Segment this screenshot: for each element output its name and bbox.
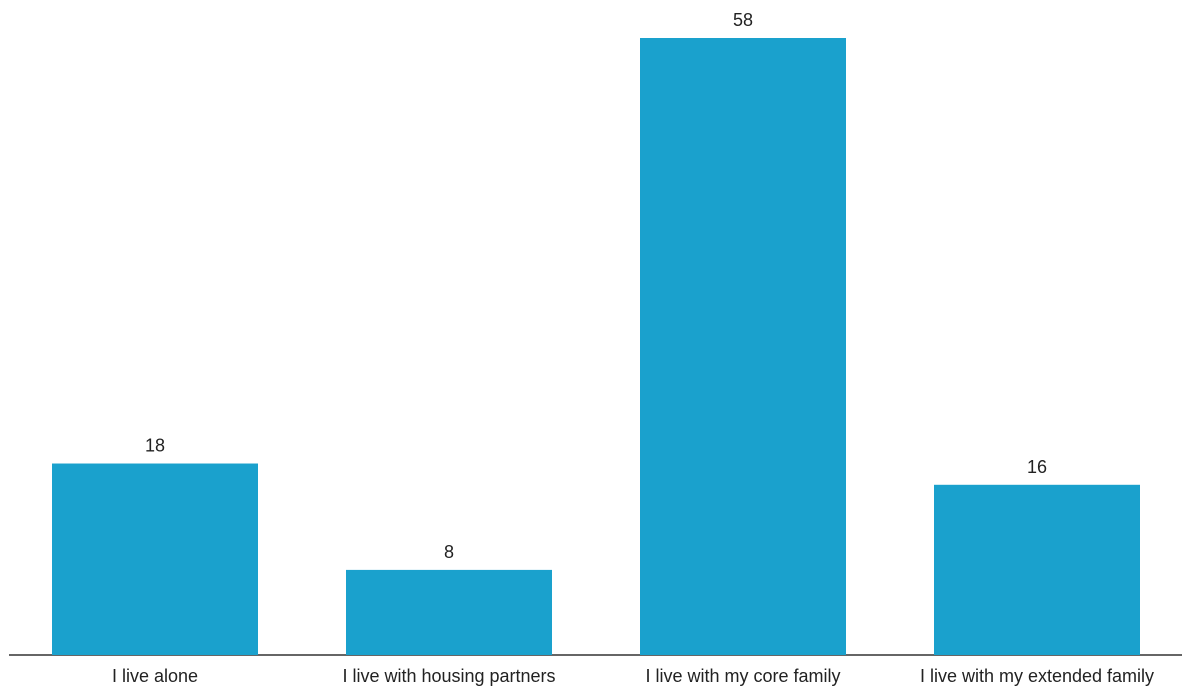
category-label-2: I live with my core family (645, 666, 840, 686)
bar-1 (346, 569, 552, 655)
category-label-1: I live with housing partners (342, 666, 555, 686)
value-label-3: 16 (1027, 457, 1047, 477)
bar-3 (934, 484, 1140, 655)
bar-0 (52, 463, 258, 655)
category-label-3: I live with my extended family (920, 666, 1154, 686)
value-label-2: 58 (733, 10, 753, 30)
category-labels-group: I live alone I live with housing partners… (112, 666, 1154, 686)
bar-2 (640, 38, 846, 655)
value-label-0: 18 (145, 436, 165, 456)
value-labels-group: 18 8 58 16 (145, 10, 1047, 562)
bars-group (52, 38, 1140, 655)
category-label-0: I live alone (112, 666, 198, 686)
value-label-1: 8 (444, 542, 454, 562)
